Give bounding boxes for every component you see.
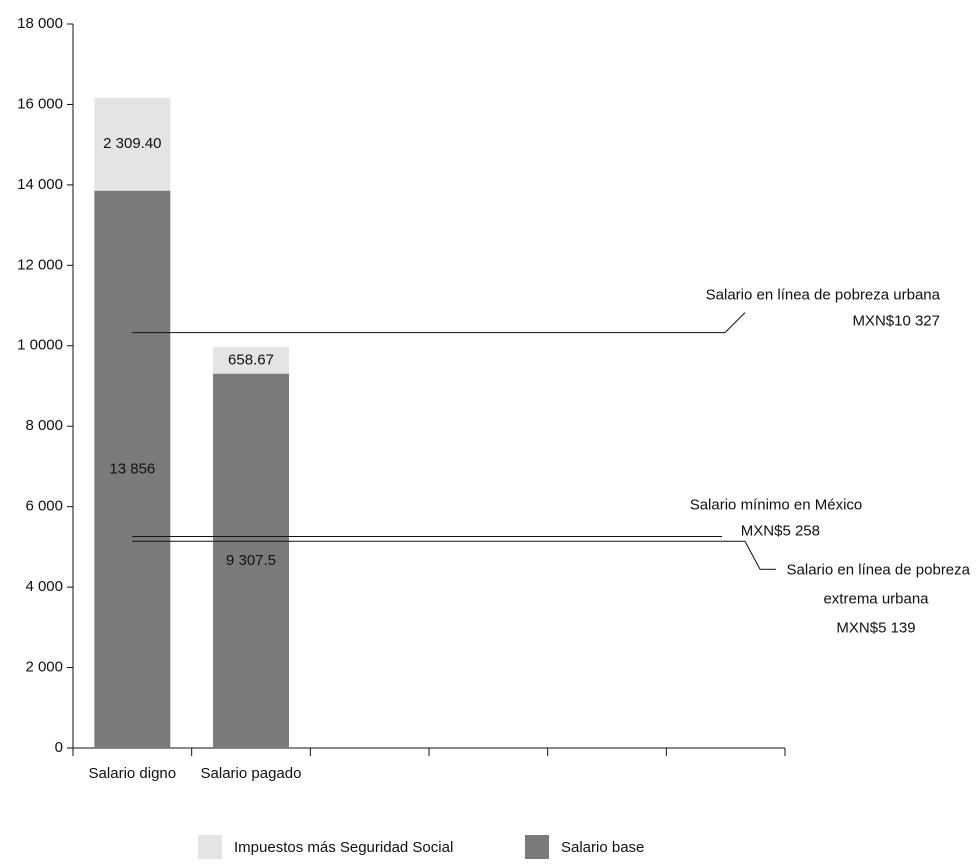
annotation: Salario en línea de pobreza (787, 561, 971, 578)
annotation: Salario mínimo en México (690, 496, 863, 513)
value-label: 13 856 (109, 460, 155, 477)
legend-label: Impuestos más Seguridad Social (234, 839, 453, 856)
value-label: 2 309.40 (103, 135, 161, 152)
y-tick-label: 6 000 (25, 498, 63, 515)
annotation: MXN$5 258 (741, 522, 820, 539)
bar-segment (94, 190, 171, 748)
annotation: MXN$5 139 (836, 619, 915, 636)
annotation: Salario en línea de pobreza urbana (706, 287, 941, 304)
annotation-connector (744, 541, 761, 570)
y-tick-label: 16 000 (17, 95, 63, 112)
y-tick-label: 18 000 (17, 15, 63, 32)
legend-label: Salario base (561, 839, 644, 856)
y-tick-label: 1 0000 (17, 337, 63, 354)
y-tick-label: 14 000 (17, 176, 63, 193)
value-label: 9 307.5 (226, 552, 276, 569)
y-tick-label: 4 000 (25, 578, 63, 595)
legend-swatch (198, 835, 222, 859)
annotation-connector (724, 312, 746, 333)
annotation: extrema urbana (823, 590, 929, 607)
y-tick-label: 2 000 (25, 659, 63, 676)
y-tick-label: 12 000 (17, 256, 63, 273)
y-tick-label: 8 000 (25, 417, 63, 434)
annotation: MXN$10 327 (852, 313, 940, 330)
value-label: 658.67 (228, 351, 274, 368)
x-tick-label: Salario digno (89, 765, 177, 782)
x-tick-label: Salario pagado (201, 765, 302, 782)
legend-swatch (525, 835, 549, 859)
bar-segment (213, 373, 289, 748)
y-tick-label: 0 (55, 739, 63, 756)
bar-segment (213, 347, 289, 374)
bar-segment (94, 97, 171, 191)
